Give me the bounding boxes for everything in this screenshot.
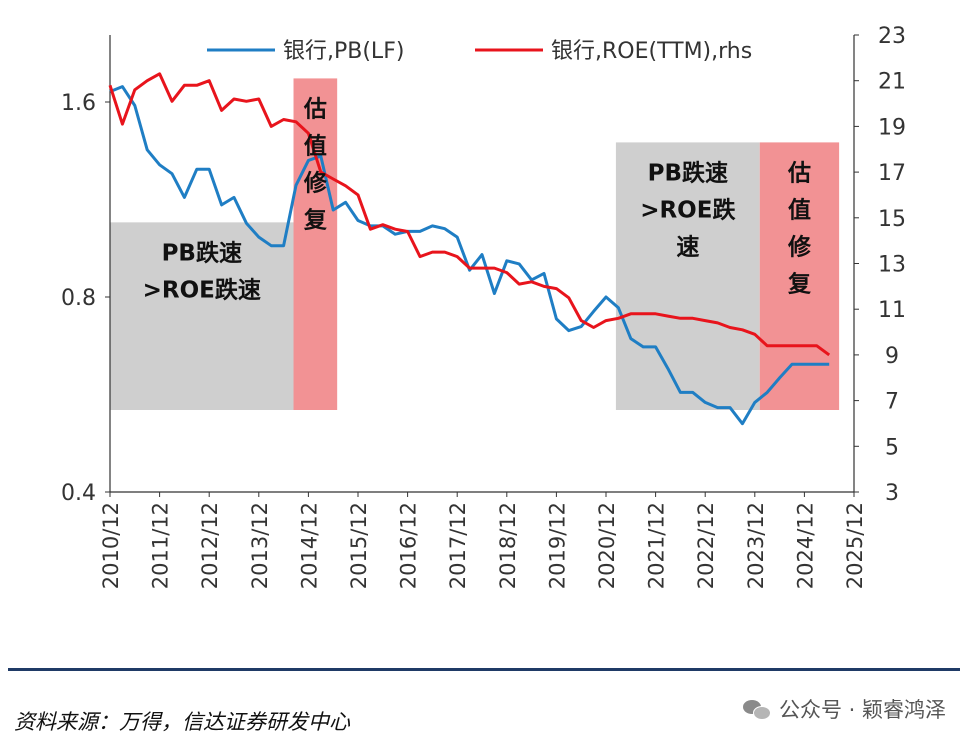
legend-label: 银行,ROE(TTM),rhs [551,39,752,64]
region-annotation-text: 修 [303,169,328,196]
region-annotation-text: 估 [303,96,327,122]
region-annotation-text: 估 [787,160,811,186]
right-tick-label: 9 [885,344,899,369]
right-tick-label: 19 [878,115,906,140]
region-annotation-text: 复 [303,207,328,233]
x-tick-label: 2011/12 [149,502,173,589]
right-tick-label: 21 [878,70,906,95]
region-annotation-text: PB跌速 [648,159,728,186]
x-tick-label: 2013/12 [248,502,272,589]
right-tick-label: 7 [885,390,899,415]
x-tick-label: 2023/12 [744,502,768,589]
footer-divider [8,668,960,671]
x-tick-label: 2020/12 [595,502,619,589]
shaded-region-2 [615,142,760,410]
legend: 银行,PB(LF) 银行,ROE(TTM),rhs [207,39,752,64]
left-tick-label: 0.4 [61,481,96,506]
shaded-region-0 [110,222,294,410]
x-tick-label: 2021/12 [645,502,669,589]
x-tick-label: 2015/12 [347,502,371,589]
series-line-pb [109,85,830,426]
x-tick-label: 2019/12 [545,502,569,589]
x-tick-label: 2018/12 [496,502,520,589]
x-tick-label: 2014/12 [297,502,321,589]
region-annotation-text: PB跌速 [162,239,242,266]
region-annotation-text: >ROE跌 [640,197,735,223]
right-tick-label: 23 [878,24,906,49]
x-tick-label: 2016/12 [397,502,421,589]
source-note: 资料来源：万得，信达证券研发中心 [14,710,350,734]
watermark-text: 公众号 · 颖睿鸿泽 [778,698,946,722]
x-tick-label: 2025/12 [843,502,867,589]
shaded-region-1 [293,78,338,410]
wechat-icon [742,698,771,720]
right-tick-label: 13 [878,253,906,278]
watermark: 公众号 · 颖睿鸿泽 [742,694,946,724]
series-line-roe [108,72,831,357]
region-annotation-text: 修 [787,233,812,260]
chart: 0.4 0.8 1.6 3 5 7 9 11 13 15 17 19 21 23 2010/12 2011/1… [61,24,906,589]
region-annotation-text: >ROE跌速 [143,276,261,303]
x-tick-label: 2022/12 [694,502,718,589]
x-tick-label: 2024/12 [793,502,817,589]
legend-label: 银行,PB(LF) [283,39,404,64]
right-tick-label: 3 [885,481,899,506]
right-tick-label: 11 [878,298,906,323]
region-annotation-text: 值 [304,132,327,159]
x-tick-label: 2017/12 [446,502,470,589]
right-tick-label: 15 [878,207,906,232]
right-tick-label: 17 [878,161,906,186]
shaded-region-rect [615,142,760,410]
x-tick-label: 2012/12 [198,502,222,589]
x-tick-label: 2010/12 [99,502,123,589]
region-annotation-text: 值 [788,196,811,223]
shaded-region-rect [293,78,338,410]
region-annotation-text: 复 [787,271,812,297]
right-tick-label: 5 [885,435,899,460]
left-tick-label: 1.6 [61,91,96,116]
left-tick-label: 0.8 [61,286,96,311]
region-annotation-text: 速 [676,233,699,260]
shaded-region-rect [110,222,294,410]
